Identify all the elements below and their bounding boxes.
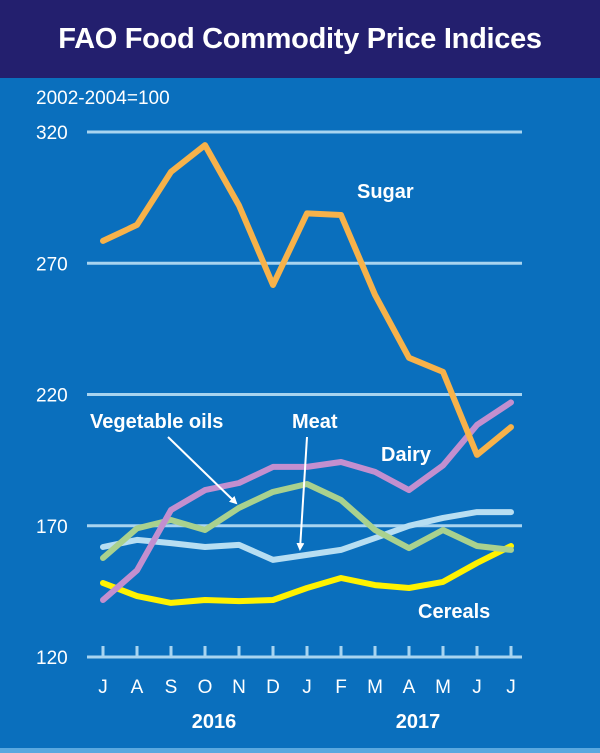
series-lines [100,142,514,606]
series-line-vegetable-oils [100,481,514,561]
chart-title: FAO Food Commodity Price Indices [58,23,542,55]
y-tick-label: 320 [36,123,68,144]
series-line-sugar [100,142,514,458]
year-label: 2016 [192,711,237,733]
x-tick-label: F [335,677,347,698]
x-tick-label: O [198,677,213,698]
annotation-label: Meat [292,411,338,433]
series-line-cereals [100,543,514,606]
bottom-border [0,748,600,753]
x-tick-label: A [403,677,416,698]
x-tick-label: M [435,677,451,698]
y-tick-label: 220 [36,386,68,407]
annotation-label: Sugar [357,181,414,203]
year-label: 2017 [396,711,441,733]
chart-header [0,0,600,78]
gridlines [87,130,522,659]
series-line-dairy [100,399,514,603]
annotation-label: Dairy [381,444,432,466]
x-tick-label: M [367,677,383,698]
x-tick-label: J [472,677,482,698]
y-tick-label: 170 [36,517,68,538]
y-tick-label: 270 [36,254,68,275]
x-tick-label: S [165,677,178,698]
series-line-meat [100,509,514,563]
y-axis-ticks: 120 170 220 270 320 [36,123,68,669]
x-tick-label: J [506,677,516,698]
annotations: Sugar Dairy Vegetable oils Meat Cereals [90,181,490,623]
annotation-label: Vegetable oils [90,411,223,433]
x-tick-label: N [232,677,246,698]
base-period-note: 2002-2004=100 [36,88,170,109]
annotation-arrow [296,436,308,551]
annotation-arrow [167,436,238,505]
x-tick-label: J [98,677,108,698]
annotation-label: Cereals [418,601,490,623]
y-tick-label: 120 [36,648,68,669]
x-tick-label: A [131,677,144,698]
x-tick-label: J [302,677,312,698]
x-tick-label: D [266,677,280,698]
